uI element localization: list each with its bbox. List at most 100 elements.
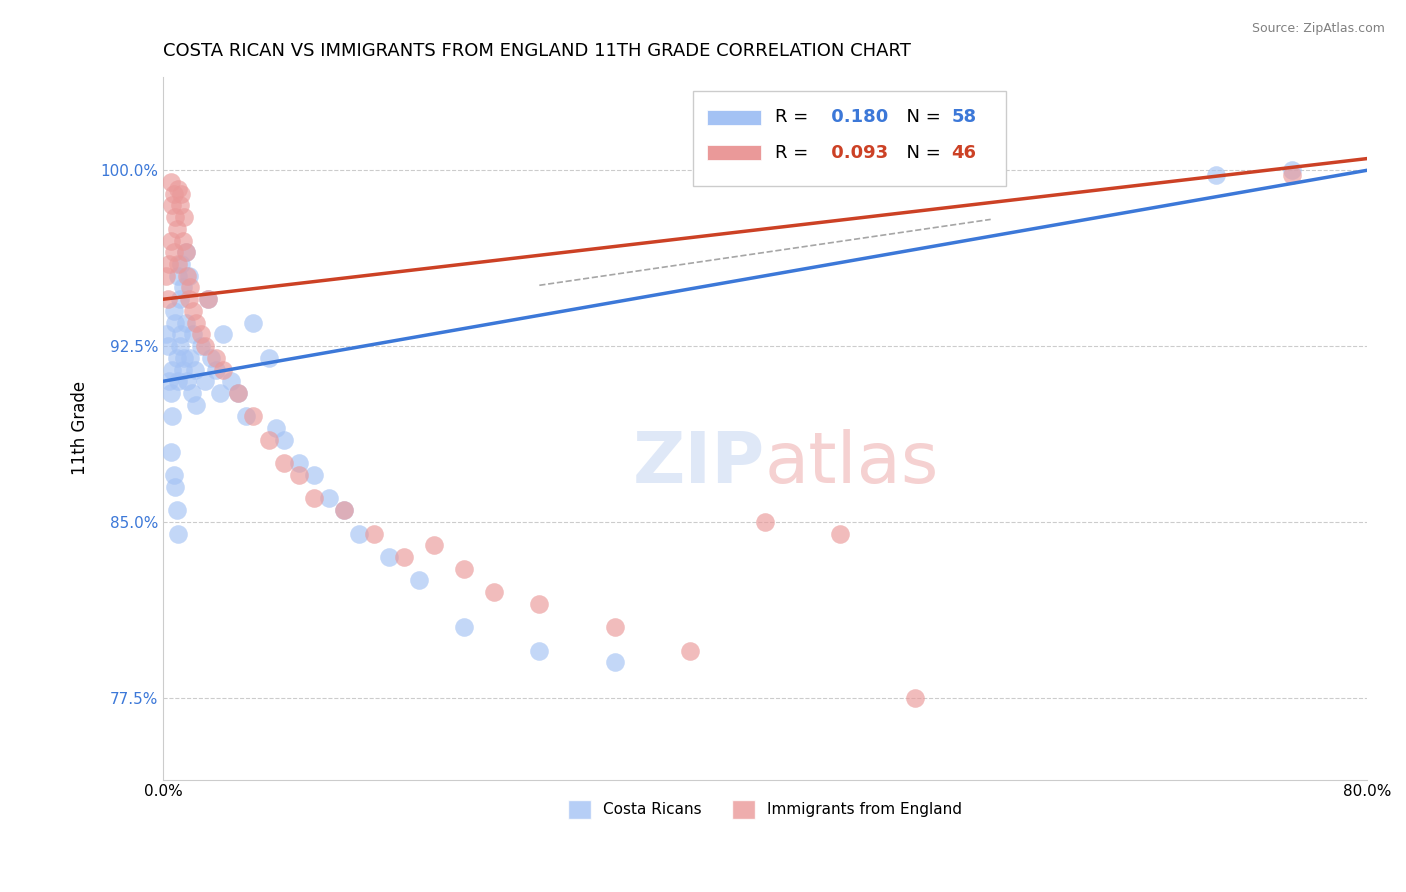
Point xyxy=(166,351,188,365)
Point xyxy=(332,503,354,517)
Point xyxy=(165,316,187,330)
Point xyxy=(163,467,186,482)
Point xyxy=(205,351,228,365)
Point xyxy=(603,620,626,634)
Legend: Costa Ricans, Immigrants from England: Costa Ricans, Immigrants from England xyxy=(561,794,969,825)
Point xyxy=(302,491,325,506)
Point xyxy=(167,182,190,196)
Point xyxy=(174,316,197,330)
Point xyxy=(172,280,194,294)
Point xyxy=(180,386,202,401)
Point xyxy=(754,515,776,529)
Point xyxy=(163,186,186,201)
Point xyxy=(176,268,198,283)
Point xyxy=(172,234,194,248)
Bar xyxy=(707,110,762,125)
Point xyxy=(167,526,190,541)
Point xyxy=(156,339,179,353)
Text: N =: N = xyxy=(896,108,946,127)
Point xyxy=(157,374,180,388)
Point xyxy=(242,409,264,424)
Point xyxy=(159,444,181,458)
Text: 58: 58 xyxy=(952,108,977,127)
Point xyxy=(157,257,180,271)
Point xyxy=(169,292,191,306)
Point xyxy=(169,198,191,212)
Point xyxy=(257,351,280,365)
Point xyxy=(190,339,212,353)
Point xyxy=(408,574,430,588)
Point xyxy=(179,280,201,294)
Point xyxy=(453,620,475,634)
Point xyxy=(529,644,551,658)
Point xyxy=(181,304,204,318)
Y-axis label: 11th Grade: 11th Grade xyxy=(72,381,89,475)
Point xyxy=(302,467,325,482)
Text: N =: N = xyxy=(896,144,946,161)
Point xyxy=(242,316,264,330)
Point xyxy=(423,538,446,552)
Text: R =: R = xyxy=(775,108,814,127)
Point xyxy=(212,362,235,376)
Text: Source: ZipAtlas.com: Source: ZipAtlas.com xyxy=(1251,22,1385,36)
Point xyxy=(162,198,184,212)
Point xyxy=(904,690,927,705)
Bar xyxy=(693,91,1005,186)
Point xyxy=(186,316,208,330)
Point xyxy=(363,526,385,541)
Point xyxy=(228,386,250,401)
Point xyxy=(179,351,201,365)
Point xyxy=(167,268,190,283)
Point xyxy=(184,362,207,376)
Point xyxy=(679,644,702,658)
Point xyxy=(190,327,212,342)
Point xyxy=(228,386,250,401)
Point xyxy=(170,257,193,271)
Point xyxy=(173,210,195,224)
Point xyxy=(197,292,219,306)
Point xyxy=(172,362,194,376)
Point xyxy=(212,327,235,342)
Point xyxy=(219,374,242,388)
Point xyxy=(186,398,208,412)
Point xyxy=(1281,168,1303,182)
Point xyxy=(176,374,198,388)
Point xyxy=(170,186,193,201)
Point xyxy=(167,374,190,388)
Text: COSTA RICAN VS IMMIGRANTS FROM ENGLAND 11TH GRADE CORRELATION CHART: COSTA RICAN VS IMMIGRANTS FROM ENGLAND 1… xyxy=(163,42,911,60)
Text: 46: 46 xyxy=(952,144,977,161)
Point xyxy=(257,433,280,447)
Point xyxy=(169,339,191,353)
Point xyxy=(830,526,852,541)
Point xyxy=(200,351,222,365)
Point xyxy=(163,245,186,260)
Point xyxy=(159,234,181,248)
Point xyxy=(167,257,190,271)
Point xyxy=(453,562,475,576)
Point xyxy=(159,175,181,189)
Bar xyxy=(707,145,762,161)
Point xyxy=(235,409,257,424)
Point xyxy=(529,597,551,611)
Point xyxy=(162,362,184,376)
Point xyxy=(603,656,626,670)
Text: ZIP: ZIP xyxy=(633,429,765,498)
Point xyxy=(166,222,188,236)
Text: 0.180: 0.180 xyxy=(825,108,889,127)
Point xyxy=(197,292,219,306)
Point xyxy=(165,210,187,224)
Point xyxy=(287,467,309,482)
Point xyxy=(205,362,228,376)
Point xyxy=(174,245,197,260)
Point xyxy=(209,386,232,401)
Point xyxy=(181,327,204,342)
Point xyxy=(194,339,217,353)
Point xyxy=(318,491,340,506)
Point xyxy=(155,327,177,342)
Text: R =: R = xyxy=(775,144,814,161)
Point xyxy=(392,549,415,564)
Point xyxy=(173,351,195,365)
Point xyxy=(273,456,295,470)
Point xyxy=(378,549,401,564)
Point xyxy=(165,480,187,494)
